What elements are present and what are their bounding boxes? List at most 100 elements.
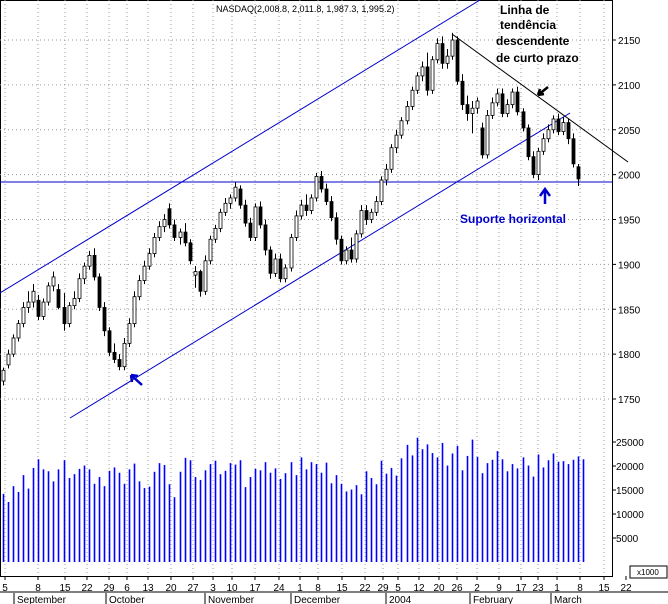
candle-body [6, 353, 11, 366]
month-label: October [109, 595, 145, 604]
candle-body [188, 242, 193, 262]
candle-body [521, 111, 526, 129]
candle-body [102, 307, 107, 332]
date-tick-label: 22 [620, 583, 632, 594]
date-axis: 5 8 15 22 29 6 13 20 27 3 10 17 24 1 8 15 22 29 5 12 20 26 2 9 1… [2, 576, 632, 594]
date-tick-label: 10 [226, 583, 238, 594]
candle-body [127, 323, 132, 344]
volume-tick-label: 5000 [616, 534, 639, 545]
channel-arrow-icon [129, 373, 143, 386]
candle-body [172, 224, 177, 238]
candle-body [82, 265, 87, 280]
date-tick-label: 8 [577, 583, 583, 594]
candle-body [505, 104, 510, 114]
date-tick-label: 1 [297, 583, 303, 594]
upper-channel-line [0, 0, 481, 294]
candle-body [223, 202, 228, 213]
date-tick-label: 13 [142, 583, 154, 594]
price-tick-label: 1900 [618, 260, 641, 271]
candle-body [410, 89, 415, 107]
volume-tick-label: 15000 [616, 486, 644, 497]
date-tick-label: 26 [451, 583, 463, 594]
candle-body [536, 150, 541, 176]
candle-body [319, 176, 324, 190]
volume-unit-box [629, 565, 668, 579]
candle-body [405, 106, 410, 122]
candle-body [369, 211, 374, 220]
date-tick-label: 5 [395, 583, 401, 594]
candle-body [526, 127, 531, 158]
candle-body [576, 166, 581, 180]
month-label: February [473, 595, 513, 604]
date-tick-label: 15 [598, 583, 610, 594]
candle-body [193, 271, 198, 276]
candle-body [294, 215, 299, 238]
candle-body [415, 75, 420, 91]
candle-body [203, 260, 208, 292]
date-tick-label: 3 [210, 583, 216, 594]
candle-body [258, 206, 263, 226]
candle-body [364, 210, 369, 220]
price-tick-label: 1850 [618, 305, 641, 316]
volume-tick-label: 25000 [616, 438, 644, 449]
candle-body [485, 114, 490, 156]
candle-body [263, 224, 268, 251]
lower-channel-line [69, 112, 571, 419]
candle-body [445, 55, 450, 64]
candle-body [329, 201, 334, 219]
price-tick-label: 2000 [618, 171, 641, 182]
date-tick-label: 29 [103, 583, 115, 594]
candle-body [556, 118, 561, 132]
date-tick-label: 17 [249, 583, 261, 594]
support-annotation: Suporte horizontal [460, 186, 566, 226]
candle-body [420, 66, 425, 77]
month-label: November [208, 595, 255, 604]
candle-body [87, 254, 92, 267]
candle-body [11, 337, 16, 355]
candle-body [299, 204, 304, 217]
candle-body [561, 122, 566, 132]
candle-body [344, 249, 349, 262]
candle-body [228, 197, 233, 204]
candle-body [218, 211, 223, 229]
grid [0, 0, 612, 576]
candle-body [435, 43, 440, 61]
price-axis: 1750 1800 1850 1900 1950 2000 2050 2100 2150 [612, 36, 641, 406]
candle-body [213, 228, 218, 240]
candle-body [374, 201, 379, 213]
candle-body [92, 254, 97, 278]
candle-body [309, 197, 314, 211]
month-label: March [554, 595, 582, 604]
trend-label-line4: de curto prazo [496, 51, 579, 65]
chart-title: NASDAQ(2,008.8, 2,011.8, 1,987.3, 1,995.… [216, 4, 394, 14]
date-tick-label: 24 [273, 583, 285, 594]
date-tick-label: 9 [496, 583, 502, 594]
price-tick-label: 2050 [618, 126, 641, 137]
candle-body [167, 208, 172, 226]
candle-body [551, 118, 556, 131]
candle-body [51, 276, 56, 287]
candle-body [132, 296, 137, 325]
candle-body [470, 107, 475, 114]
date-tick-label: 27 [187, 583, 199, 594]
candle-body [198, 271, 203, 292]
candle-body [490, 102, 495, 116]
candle-body [460, 80, 465, 106]
candle-body [384, 168, 389, 181]
date-tick-label: 1 [554, 583, 560, 594]
trend-label-line3: descendente [496, 34, 570, 48]
price-tick-label: 2150 [618, 36, 641, 47]
candle-body [147, 253, 152, 267]
date-tick-label: 20 [165, 583, 177, 594]
price-tick-label: 2100 [618, 81, 641, 92]
date-tick-label: 23 [532, 583, 544, 594]
candle-body [112, 351, 117, 360]
candle-body [208, 238, 213, 262]
candle-body [122, 342, 127, 368]
candle-body [72, 298, 77, 307]
candle-body [571, 138, 576, 165]
candle-body [359, 210, 364, 235]
candle-body [183, 231, 188, 244]
date-tick-label: 15 [336, 583, 348, 594]
